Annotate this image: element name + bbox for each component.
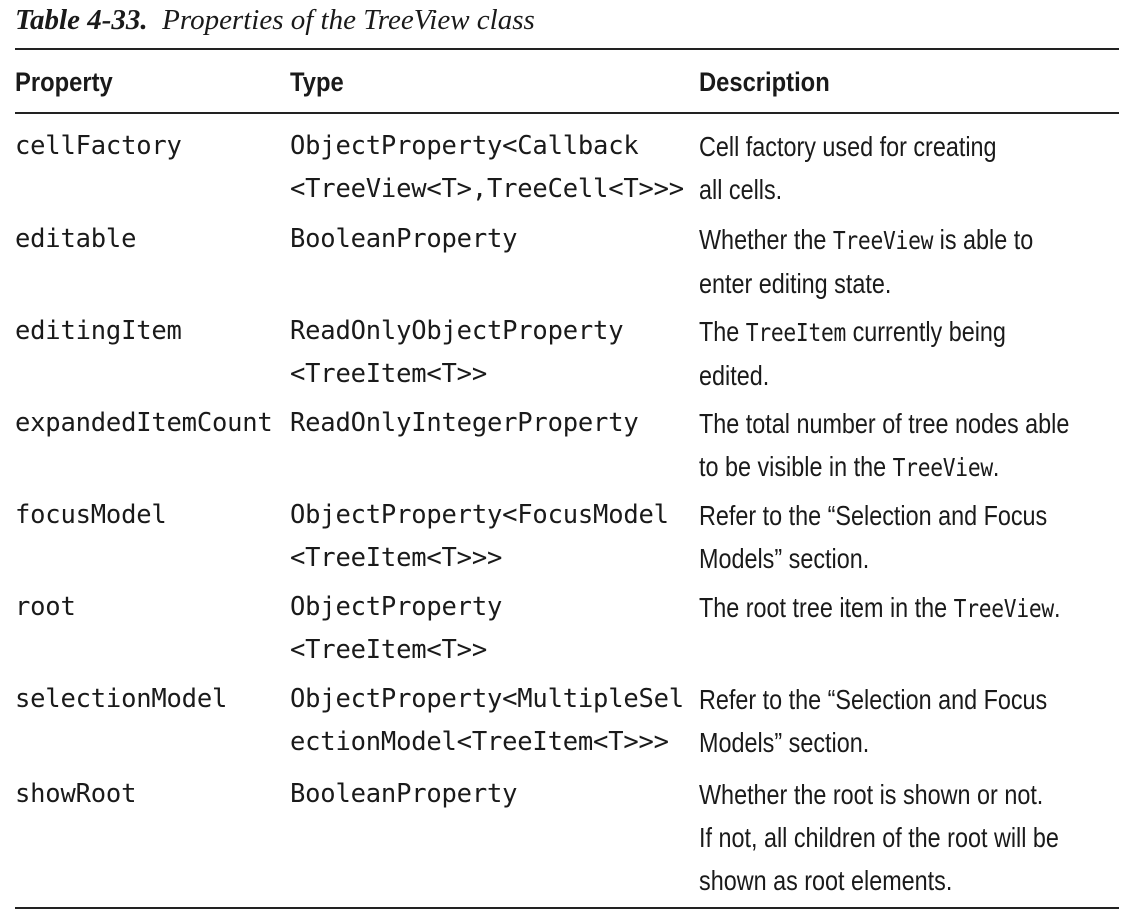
property-cell: expandedItemCount <box>15 408 273 438</box>
type-line: ReadOnlyObjectProperty <box>290 316 624 346</box>
type-line: ObjectProperty<FocusModel <box>290 500 669 530</box>
type-line: ObjectProperty<Callback <box>290 131 639 161</box>
type-line: <TreeItem<T>> <box>290 635 487 665</box>
description-line: Whether the TreeView is able to <box>699 218 1124 262</box>
description-text: all cells. <box>699 174 783 205</box>
top-rule <box>15 48 1119 50</box>
table-title: Properties of the TreeView class <box>162 4 535 36</box>
description-text: shown as root elements. <box>699 865 953 896</box>
type-line: BooleanProperty <box>290 224 518 254</box>
description-cell: Refer to the “Selection and Focus Models”… <box>699 678 1124 764</box>
type-cell: ObjectProperty<Callback <TreeView<T>,Tree… <box>290 125 684 211</box>
description-cell: Refer to the “Selection and Focus Models”… <box>699 494 1124 580</box>
description-line: enter editing state. <box>699 262 1124 305</box>
description-cell: Cell factory used for creating all cells. <box>699 125 1124 211</box>
description-line: Cell factory used for creating <box>699 125 1124 168</box>
description-text: Whether the <box>699 224 833 255</box>
description-line: edited. <box>699 354 1124 397</box>
type-line: ObjectProperty<MultipleSel <box>290 684 684 714</box>
description-line: The total number of tree nodes able <box>699 402 1124 445</box>
type-cell: ReadOnlyIntegerProperty <box>290 402 639 445</box>
table-number: Table 4-33. <box>15 4 148 36</box>
description-cell: The TreeItem currently being edited. <box>699 310 1124 397</box>
description-text: Refer to the “Selection and Focus <box>699 684 1048 715</box>
description-line: to be visible in the TreeView. <box>699 445 1124 489</box>
description-text: Cell factory used for creating <box>699 131 997 162</box>
description-text: . <box>992 451 1000 482</box>
inline-code: TreeView <box>892 453 994 482</box>
description-cell: The root tree item in the TreeView. <box>699 586 1124 630</box>
inline-code: TreeItem <box>745 318 847 347</box>
description-line: The root tree item in the TreeView. <box>699 586 1124 630</box>
property-cell: selectionModel <box>15 684 228 714</box>
type-line: <TreeItem<T>> <box>290 359 487 389</box>
description-cell: Whether the TreeView is able to enter edi… <box>699 218 1124 305</box>
property-cell: cellFactory <box>15 131 182 161</box>
property-cell: root <box>15 592 76 622</box>
description-line: all cells. <box>699 168 1124 211</box>
description-text: Models” section. <box>699 543 870 574</box>
type-cell: ObjectProperty <TreeItem<T>> <box>290 586 502 672</box>
type-line: BooleanProperty <box>290 779 518 809</box>
property-cell: showRoot <box>15 779 137 809</box>
inline-code: TreeView <box>953 594 1055 623</box>
description-line: shown as root elements. <box>699 859 1124 902</box>
description-text: currently being <box>846 316 1006 347</box>
description-text: to be visible in the <box>699 451 893 482</box>
type-line: ReadOnlyIntegerProperty <box>290 408 639 438</box>
header-property: Property <box>15 67 113 97</box>
property-cell: editingItem <box>15 316 182 346</box>
inline-code: TreeView <box>832 226 934 255</box>
header-rule <box>15 112 1119 114</box>
description-line: The TreeItem currently being <box>699 310 1124 354</box>
description-text: Whether the root is shown or not. <box>699 779 1044 810</box>
type-line: <TreeView<T>,TreeCell<T>>> <box>290 174 684 204</box>
description-text: Models” section. <box>699 727 870 758</box>
description-text: The root tree item in the <box>699 592 954 623</box>
header-description: Description <box>699 67 830 97</box>
header-type: Type <box>290 67 344 97</box>
type-cell: BooleanProperty <box>290 218 517 261</box>
property-cell: editable <box>15 224 137 254</box>
description-text: enter editing state. <box>699 268 892 299</box>
property-cell: focusModel <box>15 500 167 530</box>
type-cell: ObjectProperty<MultipleSel ectionModel<Tr… <box>290 678 684 764</box>
description-text: edited. <box>699 360 770 391</box>
description-text: The total number of tree nodes able <box>699 408 1070 439</box>
description-line: Models” section. <box>699 721 1124 764</box>
description-line: Refer to the “Selection and Focus <box>699 494 1124 537</box>
description-text: is able to <box>933 224 1034 255</box>
description-line: Refer to the “Selection and Focus <box>699 678 1124 721</box>
bottom-rule <box>15 907 1119 909</box>
type-line: <TreeItem<T>>> <box>290 543 503 573</box>
description-cell: The total number of tree nodes able to be… <box>699 402 1124 489</box>
type-cell: BooleanProperty <box>290 773 517 816</box>
description-text: The <box>699 316 746 347</box>
type-line: ectionModel<TreeItem<T>>> <box>290 727 669 757</box>
type-cell: ObjectProperty<FocusModel <TreeItem<T>>> <box>290 494 669 580</box>
description-line: Models” section. <box>699 537 1124 580</box>
description-text: If not, all children of the root will be <box>699 822 1059 853</box>
description-text: . <box>1053 592 1061 623</box>
table-caption: Table 4-33. Properties of the TreeView c… <box>15 2 535 38</box>
description-text: Refer to the “Selection and Focus <box>699 500 1048 531</box>
description-line: If not, all children of the root will be <box>699 816 1124 859</box>
description-line: Whether the root is shown or not. <box>699 773 1124 816</box>
type-cell: ReadOnlyObjectProperty <TreeItem<T>> <box>290 310 624 396</box>
type-line: ObjectProperty <box>290 592 503 622</box>
description-cell: Whether the root is shown or not. If not,… <box>699 773 1124 902</box>
